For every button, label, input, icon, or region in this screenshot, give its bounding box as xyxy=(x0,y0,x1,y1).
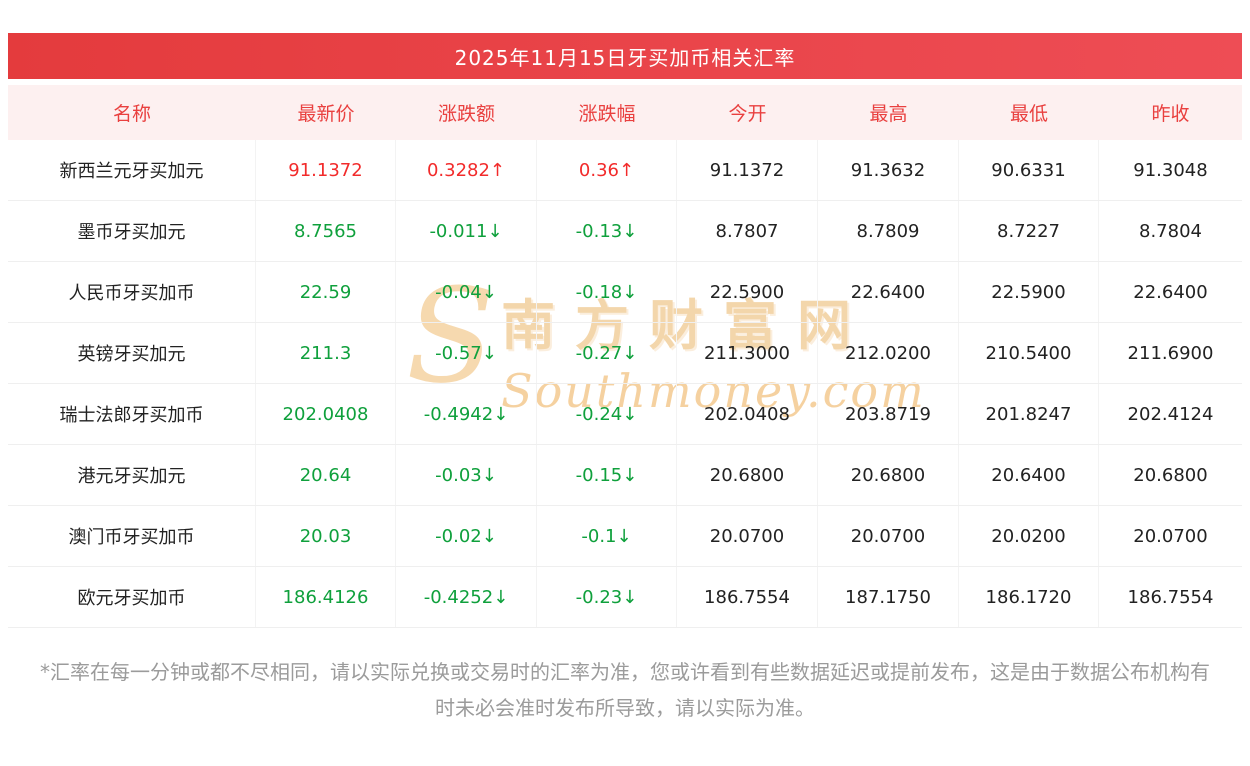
cell-change_pct: 0.36↑ xyxy=(537,140,677,200)
cell-open: 20.6800 xyxy=(677,445,818,505)
cell-low: 201.8247 xyxy=(959,384,1099,444)
cell-high: 20.6800 xyxy=(818,445,959,505)
table-row: 瑞士法郎牙买加币 202.0408 -0.4942↓ -0.24↓ 202.0408 20… xyxy=(8,384,1242,445)
cell-low: 8.7227 xyxy=(959,201,1099,261)
cell-change: -0.011↓ xyxy=(396,201,537,261)
cell-latest: 186.4126 xyxy=(256,567,396,627)
column-header-open: 今开 xyxy=(728,103,767,125)
cell-latest: 20.64 xyxy=(256,445,396,505)
table-row: 港元牙买加元 20.64 -0.03↓ -0.15↓ 20.6800 20.6800 20.… xyxy=(8,445,1242,506)
cell-change_pct: -0.24↓ xyxy=(537,384,677,444)
cell-latest: 20.03 xyxy=(256,506,396,566)
cell-change: -0.02↓ xyxy=(396,506,537,566)
cell-prev_close: 20.0700 xyxy=(1133,525,1208,547)
table-row: 墨币牙买加元 8.7565 -0.011↓ -0.13↓ 8.7807 8.7809 8.7… xyxy=(8,201,1242,262)
table-body: 新西兰元牙买加元 91.1372 0.3282↑ 0.36↑ 91.1372 91.363… xyxy=(8,140,1242,628)
page: 2025年11月15日牙买加币相关汇率 S 南方财富网 Southmoney.c… xyxy=(8,33,1242,726)
cell-change_pct: -0.1↓ xyxy=(537,506,677,566)
column-header-name: 名称 xyxy=(112,103,151,125)
table-row: 澳门币牙买加币 20.03 -0.02↓ -0.1↓ 20.0700 20.0700 20.… xyxy=(8,506,1242,567)
column-header-change_pct: 涨跌幅 xyxy=(578,103,636,125)
cell-latest: 8.7565 xyxy=(256,201,396,261)
cell-name: 新西兰元牙买加元 xyxy=(8,140,256,200)
cell-latest: 22.59 xyxy=(256,262,396,322)
cell-open: 186.7554 xyxy=(677,567,818,627)
cell-change: -0.04↓ xyxy=(396,262,537,322)
cell-latest: 211.3 xyxy=(256,323,396,383)
cell-open: 202.0408 xyxy=(677,384,818,444)
rates-table: S 南方财富网 Southmoney.com 名称 最新价 涨跌额 涨跌幅 今开 最高 最低… xyxy=(8,85,1242,628)
cell-low: 20.0200 xyxy=(959,506,1099,566)
cell-low: 22.5900 xyxy=(959,262,1099,322)
cell-prev_close: 211.6900 xyxy=(1127,342,1214,364)
cell-name: 港元牙买加元 xyxy=(8,445,256,505)
cell-change: -0.4942↓ xyxy=(396,384,537,444)
cell-name: 墨币牙买加元 xyxy=(8,201,256,261)
cell-low: 186.1720 xyxy=(959,567,1099,627)
cell-change_pct: -0.27↓ xyxy=(537,323,677,383)
cell-open: 91.1372 xyxy=(677,140,818,200)
cell-change: -0.4252↓ xyxy=(396,567,537,627)
table-row: 英镑牙买加元 211.3 -0.57↓ -0.27↓ 211.3000 212.0200 2… xyxy=(8,323,1242,384)
column-header-low: 最低 xyxy=(1009,103,1048,125)
cell-name: 欧元牙买加币 xyxy=(8,567,256,627)
cell-open: 20.0700 xyxy=(677,506,818,566)
column-header-high: 最高 xyxy=(869,103,908,125)
cell-high: 203.8719 xyxy=(818,384,959,444)
cell-low: 90.6331 xyxy=(959,140,1099,200)
cell-open: 8.7807 xyxy=(677,201,818,261)
cell-high: 212.0200 xyxy=(818,323,959,383)
page-title: 2025年11月15日牙买加币相关汇率 xyxy=(454,45,796,70)
column-header-latest: 最新价 xyxy=(297,103,355,125)
cell-change_pct: -0.23↓ xyxy=(537,567,677,627)
table-header-row: 名称 最新价 涨跌额 涨跌幅 今开 最高 最低 昨收 xyxy=(8,85,1242,140)
column-header-change: 涨跌额 xyxy=(437,103,495,125)
cell-high: 8.7809 xyxy=(818,201,959,261)
cell-change: -0.03↓ xyxy=(396,445,537,505)
page-title-banner: 2025年11月15日牙买加币相关汇率 xyxy=(8,33,1242,79)
cell-open: 22.5900 xyxy=(677,262,818,322)
cell-prev_close: 202.4124 xyxy=(1127,403,1214,425)
cell-low: 20.6400 xyxy=(959,445,1099,505)
cell-change: 0.3282↑ xyxy=(396,140,537,200)
table-row: 欧元牙买加币 186.4126 -0.4252↓ -0.23↓ 186.7554 187.… xyxy=(8,567,1242,628)
cell-prev_close: 22.6400 xyxy=(1133,281,1208,303)
cell-latest: 202.0408 xyxy=(256,384,396,444)
table-row: 人民币牙买加币 22.59 -0.04↓ -0.18↓ 22.5900 22.6400 22… xyxy=(8,262,1242,323)
cell-change_pct: -0.13↓ xyxy=(537,201,677,261)
cell-change_pct: -0.18↓ xyxy=(537,262,677,322)
cell-high: 22.6400 xyxy=(818,262,959,322)
cell-change_pct: -0.15↓ xyxy=(537,445,677,505)
cell-latest: 91.1372 xyxy=(256,140,396,200)
cell-name: 瑞士法郎牙买加币 xyxy=(8,384,256,444)
cell-high: 20.0700 xyxy=(818,506,959,566)
cell-prev_close: 8.7804 xyxy=(1139,220,1202,242)
cell-name: 英镑牙买加元 xyxy=(8,323,256,383)
cell-open: 211.3000 xyxy=(677,323,818,383)
cell-name: 人民币牙买加币 xyxy=(8,262,256,322)
cell-high: 187.1750 xyxy=(818,567,959,627)
cell-high: 91.3632 xyxy=(818,140,959,200)
disclaimer-text: *汇率在每一分钟或都不尽相同，请以实际兑换或交易时的汇率为准，您或许看到有些数据… xyxy=(40,660,1210,720)
cell-prev_close: 186.7554 xyxy=(1127,586,1214,608)
cell-low: 210.5400 xyxy=(959,323,1099,383)
cell-name: 澳门币牙买加币 xyxy=(8,506,256,566)
column-header-prev_close: 昨收 xyxy=(1151,103,1190,125)
cell-prev_close: 91.3048 xyxy=(1133,159,1208,181)
table-row: 新西兰元牙买加元 91.1372 0.3282↑ 0.36↑ 91.1372 91.363… xyxy=(8,140,1242,201)
cell-prev_close: 20.6800 xyxy=(1133,464,1208,486)
cell-change: -0.57↓ xyxy=(396,323,537,383)
